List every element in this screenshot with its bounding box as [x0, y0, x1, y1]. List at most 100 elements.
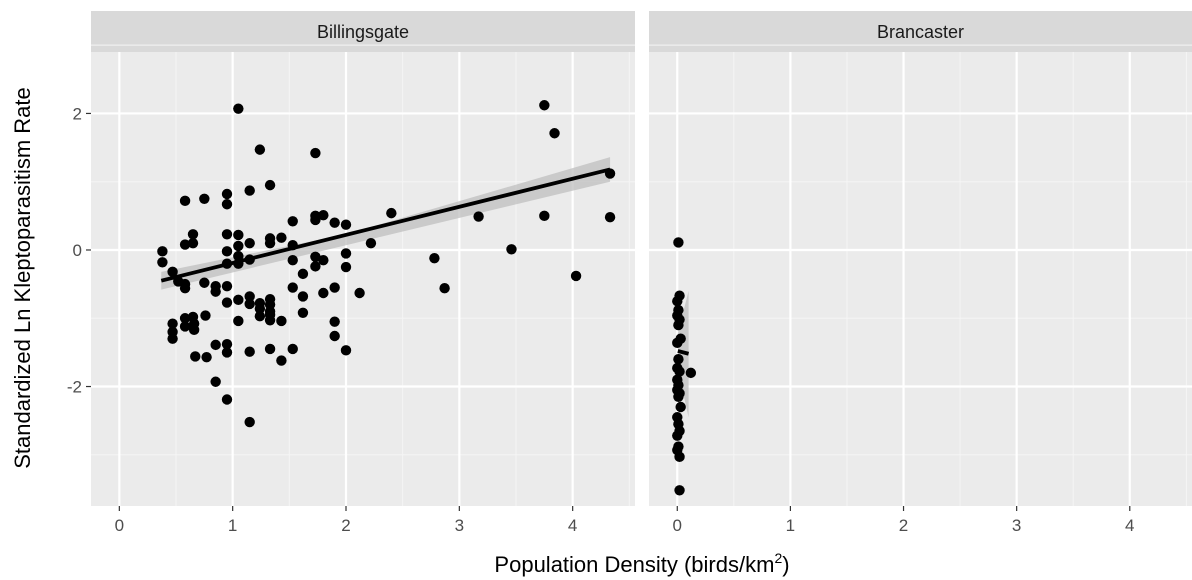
data-point [539, 210, 550, 222]
data-point [221, 229, 233, 240]
data-point [210, 339, 221, 351]
x-axis-title: Population Density (birds/km2) [494, 550, 789, 577]
data-point [276, 315, 287, 327]
data-point [244, 346, 255, 357]
data-point [672, 337, 683, 349]
data-point [254, 144, 266, 155]
data-point [200, 310, 211, 321]
data-point [506, 244, 517, 255]
data-point [297, 291, 309, 302]
data-point [329, 330, 340, 342]
data-point [221, 338, 233, 350]
data-point [672, 295, 683, 307]
data-point [157, 257, 168, 268]
data-point [539, 100, 550, 111]
data-point [221, 280, 233, 292]
data-point [673, 391, 684, 402]
data-point [673, 319, 684, 331]
data-point [233, 229, 244, 241]
data-point [167, 333, 178, 344]
panel-brancaster: Brancaster [649, 11, 1192, 506]
data-point [287, 255, 298, 266]
data-point [340, 261, 352, 273]
x-axis: 0 1 2 3 4 0 1 2 3 4 [115, 506, 1135, 535]
data-point [329, 217, 340, 228]
data-point [157, 246, 168, 257]
data-point [287, 343, 298, 355]
data-point [244, 291, 255, 302]
x-tick-label: 4 [568, 516, 577, 535]
data-point [221, 246, 233, 257]
data-point [221, 394, 233, 405]
data-point [254, 311, 266, 322]
data-point [318, 255, 329, 266]
data-point [221, 347, 233, 358]
data-point [264, 179, 276, 191]
data-point [167, 318, 178, 329]
data-point [673, 354, 684, 365]
data-point [188, 324, 200, 336]
x-tick-label: 1 [228, 516, 237, 535]
data-point [672, 430, 683, 441]
data-point [264, 237, 276, 249]
data-point [179, 313, 191, 324]
data-point [167, 266, 178, 278]
data-point [674, 451, 685, 463]
data-point [685, 367, 697, 379]
data-point [287, 216, 298, 227]
data-point [310, 214, 321, 226]
data-point [549, 128, 560, 139]
x-tick-label: 0 [673, 516, 682, 535]
data-point [473, 211, 484, 222]
data-point [604, 212, 616, 223]
data-point [264, 315, 276, 326]
y-axis: 2 0 -2 [67, 104, 91, 397]
x-axis-title-end: ) [782, 552, 789, 577]
data-point [310, 147, 321, 159]
data-point [439, 283, 450, 294]
data-point [675, 401, 686, 413]
data-point [179, 321, 191, 332]
data-point [210, 376, 221, 387]
x-tick-label: 3 [1012, 516, 1021, 535]
x-tick-label: 2 [899, 516, 908, 535]
data-point [244, 298, 255, 310]
regression-line [160, 167, 611, 283]
data-point [199, 193, 210, 204]
x-tick-label: 0 [115, 516, 124, 535]
data-point [674, 485, 685, 496]
data-point [386, 207, 397, 219]
panels-layer: Billingsgate Brancaster [91, 11, 1192, 506]
data-point [187, 237, 199, 249]
y-tick-label: 2 [73, 104, 82, 123]
regression-line [677, 349, 690, 356]
data-point [365, 237, 377, 249]
data-point [297, 307, 309, 318]
data-point [179, 195, 191, 207]
facet-strip-label: Brancaster [877, 22, 964, 42]
data-point [674, 366, 685, 377]
data-point [179, 239, 191, 250]
data-point [221, 199, 233, 210]
x-axis-title-superscript: 2 [774, 550, 782, 566]
data-point [318, 209, 329, 221]
data-point [221, 297, 233, 308]
data-point [570, 270, 582, 282]
data-point [190, 351, 201, 362]
data-point [179, 283, 191, 294]
x-tick-label: 2 [341, 516, 350, 535]
x-axis-title-main: Population Density (birds/km [494, 552, 774, 577]
data-point [673, 237, 684, 248]
facet-strip-label: Billingsgate [317, 22, 409, 42]
data-point [254, 303, 266, 314]
data-point [340, 219, 352, 230]
data-point [340, 345, 352, 356]
data-point [201, 351, 212, 363]
data-point [244, 185, 255, 196]
data-point [233, 294, 244, 306]
data-point [264, 343, 276, 355]
data-point [210, 286, 221, 297]
data-point [244, 416, 255, 428]
data-point [429, 252, 440, 264]
